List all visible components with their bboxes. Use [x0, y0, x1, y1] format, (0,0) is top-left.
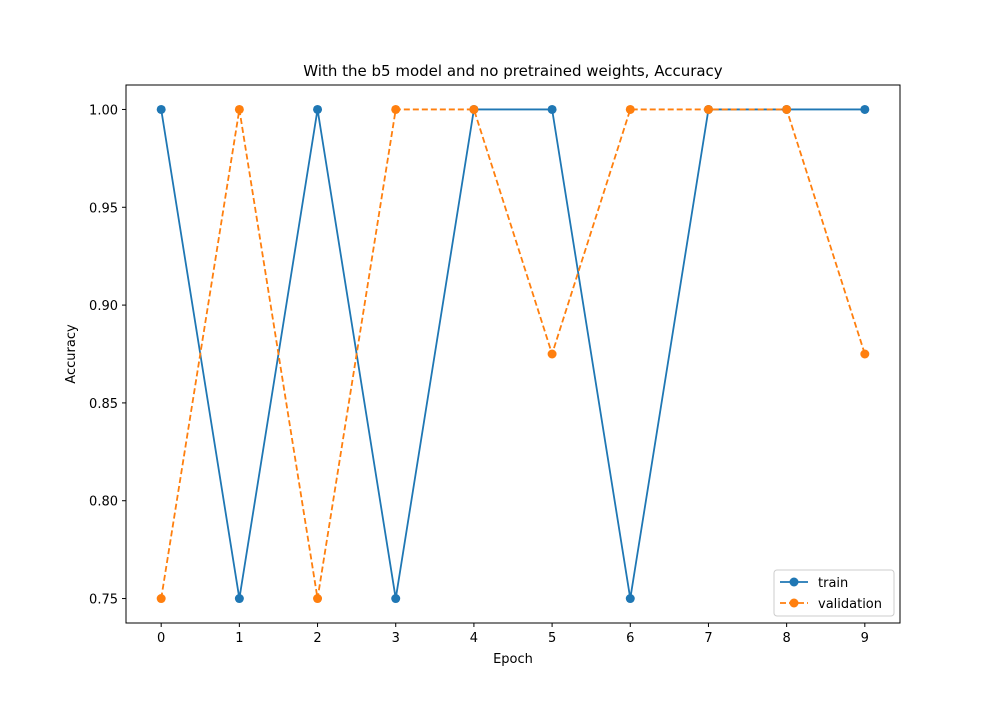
y-tick-label: 1.00	[89, 103, 118, 118]
legend-label-train: train	[818, 576, 848, 591]
x-tick-label: 2	[313, 631, 321, 646]
y-tick-label: 0.75	[89, 593, 118, 608]
legend: train validation	[773, 569, 895, 617]
y-tick-label: 0.80	[89, 495, 118, 510]
x-axis-ticks: 0 1 2 3 4 5 6 7 8 9	[157, 623, 869, 646]
x-tick-label: 7	[704, 631, 712, 646]
data-point-validation	[313, 594, 323, 604]
y-axis-label: Accuracy	[64, 324, 79, 384]
series-layer	[156, 104, 870, 604]
data-point-validation	[156, 594, 166, 604]
data-point-validation	[547, 349, 557, 359]
data-point-train	[625, 594, 635, 604]
data-point-train	[860, 104, 870, 114]
data-point-validation	[234, 104, 244, 114]
x-tick-label: 0	[157, 631, 165, 646]
y-tick-label: 0.90	[89, 299, 118, 314]
data-point-validation	[782, 104, 792, 114]
x-tick-label: 4	[470, 631, 478, 646]
x-tick-label: 6	[626, 631, 634, 646]
legend-label-validation: validation	[818, 597, 882, 612]
x-tick-label: 1	[235, 631, 243, 646]
x-tick-label: 3	[392, 631, 400, 646]
legend-marker-validation	[789, 598, 799, 608]
data-point-validation	[625, 104, 635, 114]
data-point-train	[313, 104, 323, 114]
x-axis-label: Epoch	[493, 652, 533, 667]
legend-marker-train	[789, 577, 799, 587]
x-tick-label: 8	[782, 631, 790, 646]
series-validation	[156, 104, 870, 604]
x-tick-label: 9	[861, 631, 869, 646]
plot-area	[125, 84, 901, 624]
y-tick-label: 0.95	[89, 201, 118, 216]
series-line-validation	[160, 108, 866, 599]
data-point-train	[391, 594, 401, 604]
data-point-train	[156, 104, 166, 114]
y-axis-ticks: 0.75 0.80 0.85 0.90 0.95 1.00	[89, 103, 126, 608]
data-point-train	[547, 104, 557, 114]
data-point-validation	[860, 349, 870, 359]
data-point-validation	[469, 104, 479, 114]
data-point-validation	[703, 104, 713, 114]
x-tick-label: 5	[548, 631, 556, 646]
data-point-validation	[391, 104, 401, 114]
y-tick-label: 0.85	[89, 397, 118, 412]
data-point-train	[234, 594, 244, 604]
chart-title: With the b5 model and no pretrained weig…	[303, 62, 723, 80]
plot-frame	[125, 84, 901, 624]
